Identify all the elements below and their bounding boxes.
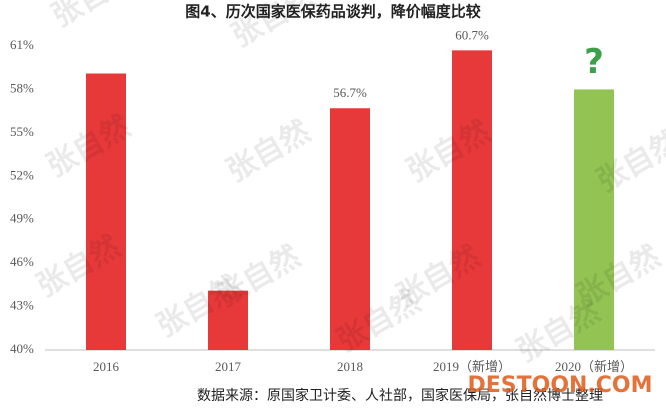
x-tick-label: 2019（新增） xyxy=(433,359,511,374)
x-tick-label: 2017 xyxy=(215,359,242,374)
bar xyxy=(208,290,248,350)
y-tick-label: 40% xyxy=(10,341,34,356)
x-tick-label: 2016 xyxy=(93,359,120,374)
source-note: 数据来源：原国家卫计委、人社部，国家医保局，张自然博士整理 xyxy=(197,387,603,404)
y-tick-label: 55% xyxy=(10,124,34,139)
annotation: ? xyxy=(584,42,604,82)
bar xyxy=(574,89,614,350)
x-tick-label: 2018 xyxy=(337,359,363,374)
y-tick-label: 52% xyxy=(10,167,34,182)
y-tick-label: 46% xyxy=(10,254,34,269)
watermark: 张自然 xyxy=(221,114,316,189)
y-tick-label: 58% xyxy=(10,80,34,95)
site-logo: DESTOON.COM xyxy=(467,373,652,398)
chart-title: 图4、历次国家医保药品谈判，降价幅度比较 xyxy=(185,3,480,21)
bar xyxy=(86,73,126,350)
bar xyxy=(330,108,370,350)
watermark: 张自然 xyxy=(511,294,606,369)
value-label: 60.7% xyxy=(455,27,489,42)
y-tick-label: 61% xyxy=(10,37,34,52)
y-tick-label: 49% xyxy=(10,211,34,226)
value-label: 56.7% xyxy=(333,85,367,100)
bar xyxy=(452,50,492,350)
watermark: 张自然 xyxy=(46,0,141,34)
x-tick-label: 2020（新增） xyxy=(555,359,633,374)
y-tick-label: 43% xyxy=(10,298,34,313)
